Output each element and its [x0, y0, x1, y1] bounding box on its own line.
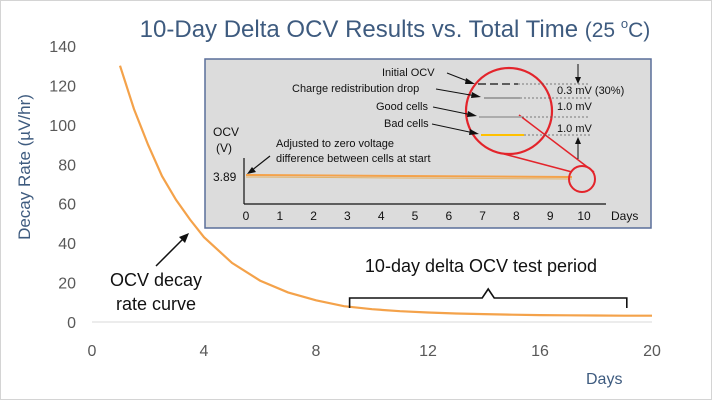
- x-tick-labels: 0 4 8 12 16 20: [88, 343, 661, 360]
- inset-x-tick-label: 3: [344, 209, 351, 223]
- curve-label-line2: rate curve: [116, 294, 196, 314]
- y-tick-label: 0: [67, 315, 76, 332]
- label-good-cells: Good cells: [376, 101, 428, 113]
- measure-label-2: 1.0 mV: [557, 101, 593, 113]
- decay-curve-series: [118, 65, 652, 317]
- x-tick-label: 20: [643, 343, 661, 360]
- y-tick-labels: 0 20 40 60 80 100 120 140: [49, 39, 76, 332]
- inset-zoom-connector-2: [518, 114, 595, 173]
- x-axis-label: Days: [586, 371, 622, 388]
- label-good-arrow: [432, 106, 473, 116]
- x-tick-label: 4: [200, 343, 209, 360]
- inset-x-tick-label: 9: [547, 209, 554, 223]
- inset-x-tick-label: 2: [310, 209, 317, 223]
- curve-label-arrow: [155, 237, 185, 267]
- y-tick-label: 100: [49, 118, 76, 135]
- inset-x-axis-label: Days: [611, 209, 638, 223]
- y-axis-label: Decay Rate (µV/hr): [15, 94, 34, 240]
- measure-label-3: 1.0 mV: [557, 123, 593, 135]
- label-good-arrowhead: [467, 111, 477, 117]
- y-tick-label: 60: [58, 197, 76, 214]
- period-brace: [348, 287, 628, 308]
- label-initial-arrowhead: [465, 78, 475, 84]
- curve-label-line1: OCV decay: [110, 270, 202, 290]
- inset-adjusted-arrow: [250, 155, 271, 172]
- label-bad-cells: Bad cells: [384, 118, 429, 130]
- measure-bottom-arrowhead: [575, 137, 581, 144]
- y-tick-label: 120: [49, 78, 76, 95]
- inset-x-tick-label: 0: [243, 209, 250, 223]
- inset-adjusted-line1: Adjusted to zero voltage: [276, 138, 394, 150]
- inset-panel: OCV (V) 3.89 0 1 2 3 4 5 6 7 8 9 10 Days Adjusted …: [204, 58, 652, 229]
- label-bad-arrow: [431, 123, 475, 134]
- inset-x-tick-label: 7: [479, 209, 486, 223]
- y-tick-label: 40: [58, 236, 76, 253]
- inset-adjusted-line2: difference between cells at start: [276, 153, 431, 165]
- inset-ocv-line: [245, 174, 573, 178]
- measure-label-1: 0.3 mV (30%): [557, 85, 624, 97]
- inset-x-tick-label: 10: [577, 209, 591, 223]
- x-tick-label: 8: [312, 343, 321, 360]
- x-tick-label: 0: [88, 343, 97, 360]
- label-initial-ocv: Initial OCV: [382, 67, 435, 79]
- chart-title: 10-Day Delta OCV Results vs. Total Time …: [140, 16, 651, 43]
- measure-top-arrowhead: [575, 77, 581, 84]
- inset-x-tick-label: 5: [412, 209, 419, 223]
- inset-x-tick-label: 8: [513, 209, 520, 223]
- y-tick-label: 20: [58, 276, 76, 293]
- curve-label-arrowhead: [179, 233, 189, 243]
- inset-x-tick-label: 1: [276, 209, 283, 223]
- inset-zoom-circle-large: [464, 66, 554, 156]
- period-label: 10-day delta OCV test period: [365, 256, 597, 276]
- inset-x-tick-labels: 0 1 2 3 4 5 6 7 8 9 10: [243, 209, 591, 223]
- label-redistribution-arrowhead: [471, 92, 481, 98]
- x-tick-label: 12: [419, 343, 437, 360]
- inset-x-tick-label: 6: [445, 209, 452, 223]
- x-tick-label: 16: [531, 343, 549, 360]
- inset-zoom-connector-1: [503, 153, 573, 173]
- inset-x-tick-label: 4: [378, 209, 385, 223]
- label-redistribution: Charge redistribution drop: [292, 83, 419, 95]
- inset-ylabel-line2: (V): [216, 141, 232, 155]
- y-tick-label: 80: [58, 157, 76, 174]
- label-bad-arrowhead: [469, 129, 479, 135]
- inset-ocv-line-shadow: [245, 176, 573, 180]
- inset-ylabel-line1: OCV: [213, 125, 239, 139]
- inset-ocv-value: 3.89: [213, 170, 237, 184]
- inset-zoom-circle-small: [568, 165, 596, 193]
- inset-adjusted-arrowhead: [247, 167, 256, 174]
- y-tick-label: 140: [49, 39, 76, 56]
- label-redistribution-arrow: [435, 88, 477, 97]
